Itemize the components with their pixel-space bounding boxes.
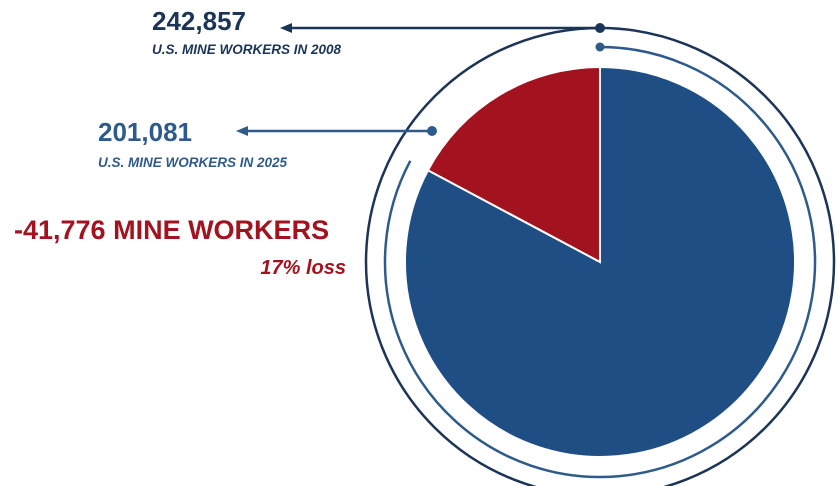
total-2025-value: 201,081 bbox=[98, 117, 192, 147]
leader-dot-2025 bbox=[427, 126, 437, 136]
total-2008-value: 242,857 bbox=[152, 6, 246, 36]
pie-slice-lost-workers bbox=[426, 65, 601, 264]
loss-headline: -41,776 MINE WORKERS bbox=[14, 215, 330, 245]
total-2025-label: U.S. MINE WORKERS IN 2025 bbox=[98, 155, 288, 170]
arrowhead-2025 bbox=[236, 126, 248, 136]
inner-ring-2025 bbox=[383, 45, 817, 479]
total-2008-label: U.S. MINE WORKERS IN 2008 bbox=[152, 42, 342, 57]
loss-percent: 17% loss bbox=[260, 257, 346, 279]
arrowhead-2008 bbox=[280, 23, 292, 33]
inner-ring-dot bbox=[595, 42, 605, 52]
leader-dot-2008 bbox=[595, 23, 605, 33]
